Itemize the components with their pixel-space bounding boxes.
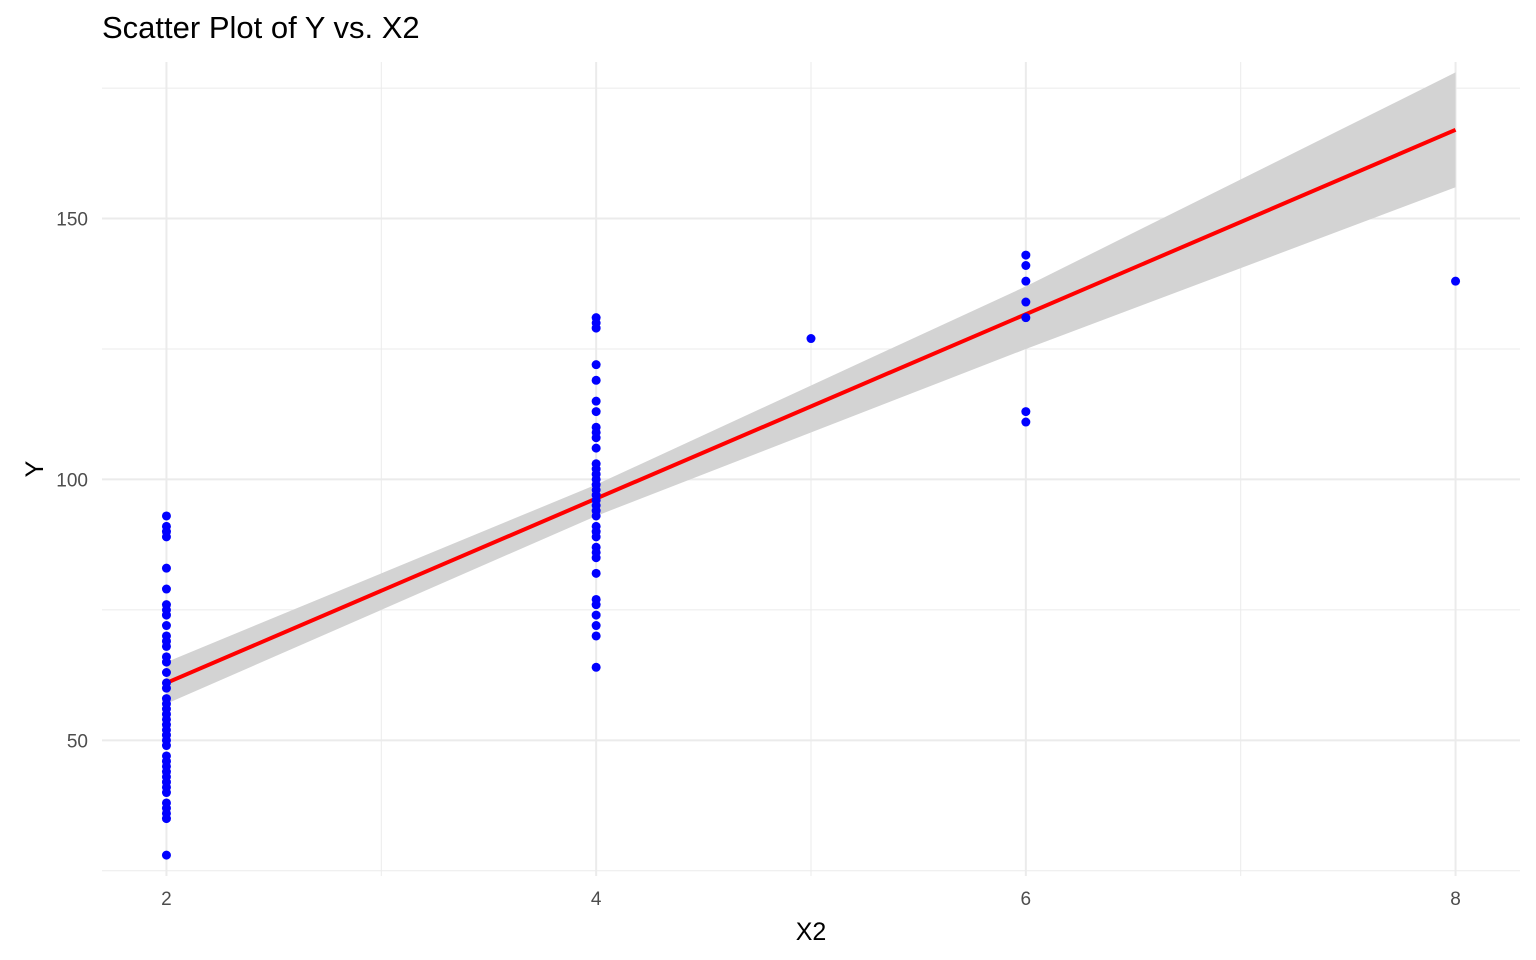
major-gridlines — [102, 62, 1520, 876]
data-point — [161, 600, 171, 610]
data-point — [1021, 297, 1031, 307]
data-point — [161, 511, 171, 521]
data-point — [591, 407, 601, 417]
y-tick-label: 50 — [67, 731, 88, 752]
chart-title: Scatter Plot of Y vs. X2 — [102, 10, 420, 45]
data-point — [161, 631, 171, 641]
data-point — [161, 584, 171, 594]
x-tick-label: 4 — [591, 889, 602, 910]
data-point — [161, 521, 171, 531]
regression-line — [165, 127, 1457, 685]
data-point — [591, 621, 601, 631]
data-point — [161, 621, 171, 631]
data-point — [161, 668, 171, 677]
data-point — [591, 610, 601, 620]
data-point — [591, 631, 601, 641]
x-axis-title: X2 — [796, 918, 827, 946]
data-point — [1021, 417, 1031, 427]
y-tick-label: 100 — [56, 470, 88, 491]
data-point — [591, 662, 601, 672]
y-axis-title: Y — [21, 460, 49, 477]
data-point — [161, 694, 171, 704]
data-point — [1021, 407, 1031, 417]
data-point — [591, 568, 601, 578]
data-point — [161, 751, 171, 761]
y-tick-labels: 50 100 150 — [56, 210, 88, 753]
data-points — [161, 250, 1461, 860]
data-point — [591, 594, 601, 604]
data-point — [161, 563, 171, 573]
data-point — [1021, 250, 1031, 260]
data-point — [806, 334, 816, 344]
data-point — [1021, 276, 1031, 286]
data-point — [591, 521, 601, 531]
x-tick-label: 2 — [161, 889, 172, 910]
data-point — [591, 396, 601, 406]
data-point — [1451, 276, 1461, 286]
x-tick-label: 6 — [1021, 889, 1032, 910]
data-point — [161, 850, 171, 860]
data-point — [1021, 313, 1031, 323]
x-tick-label: 8 — [1450, 889, 1461, 910]
data-point — [591, 542, 601, 552]
data-point — [161, 798, 171, 808]
data-point — [591, 375, 601, 385]
data-point — [591, 422, 601, 432]
data-point — [591, 443, 601, 453]
data-point — [591, 313, 601, 323]
y-tick-label: 150 — [56, 210, 88, 231]
data-point — [161, 652, 171, 662]
data-point — [591, 360, 601, 370]
data-point — [161, 678, 171, 688]
data-point — [591, 459, 601, 469]
data-point — [1021, 261, 1031, 270]
x-tick-labels: 2 4 6 8 — [161, 889, 1461, 910]
